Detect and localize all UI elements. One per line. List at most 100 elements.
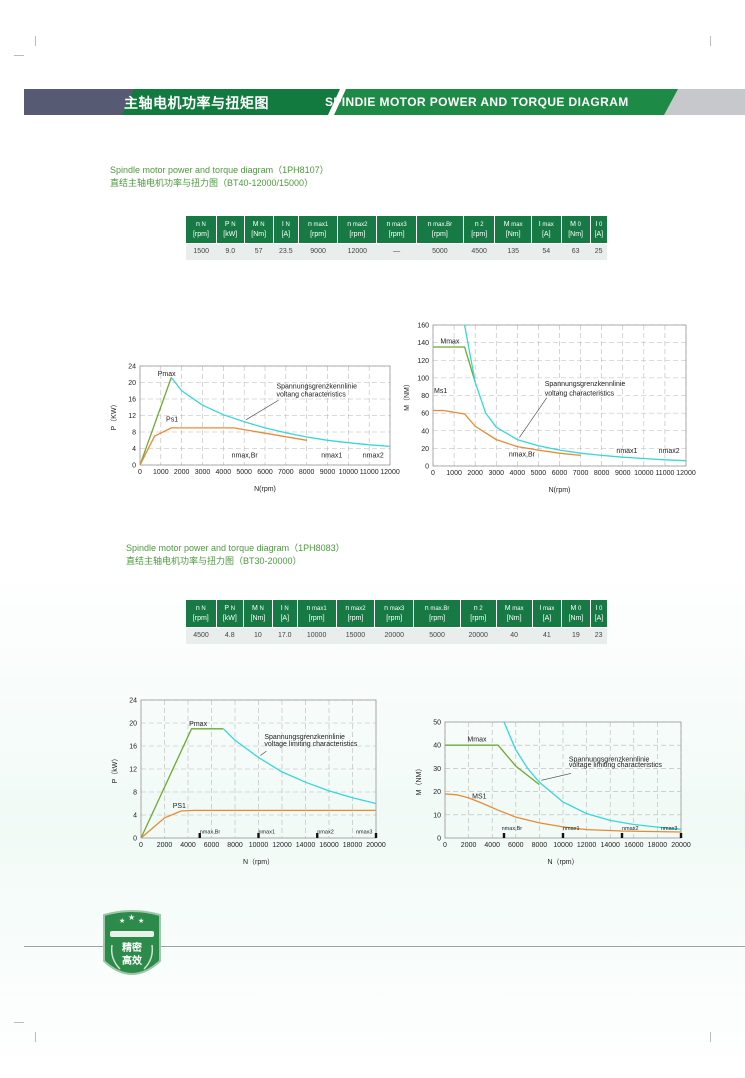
x-tick-label: 16000 xyxy=(624,842,644,849)
spec-header-unit: [kW] xyxy=(223,230,238,238)
spec-header-cell: n max.Br [rpm] xyxy=(413,600,461,627)
chart-annotation: nmax2 xyxy=(317,829,334,835)
series-line-voltage-limit xyxy=(463,325,686,462)
spec-header-unit: [A] xyxy=(281,230,291,238)
x-axis-label: N(rpm) xyxy=(254,486,276,493)
spec-header-symbol: n max2 xyxy=(338,220,376,230)
y-tick-label: 30 xyxy=(433,766,441,773)
x-tick-label: 8000 xyxy=(299,469,315,476)
chart-annotation: nmax2 xyxy=(659,448,680,455)
y-tick-label: 120 xyxy=(417,358,429,365)
series-line-mmax xyxy=(433,346,476,383)
spec-header-cell: M N [Nm] xyxy=(242,600,273,627)
chart-annotation: Pmax xyxy=(158,371,176,378)
crop-mark xyxy=(14,1022,24,1023)
symbol: M xyxy=(252,220,259,228)
spec-value-cell: — xyxy=(376,242,417,260)
banner-green-cn xyxy=(122,89,340,115)
footer-rule xyxy=(24,946,745,947)
spec-header-cell: n N [rpm] xyxy=(186,600,217,627)
spec-header-unit: [A] xyxy=(594,230,604,238)
subscript: N xyxy=(229,605,236,612)
chart-annotation: nmax,Br xyxy=(200,829,221,835)
spec-header-cell: M 0 [Nm] xyxy=(561,600,591,627)
spec-value-cell: 4.8 xyxy=(216,626,244,644)
spec-header-symbol: I 0 xyxy=(591,220,607,230)
crop-mark xyxy=(35,1032,36,1042)
banner-green-en xyxy=(334,89,679,115)
chart-annotation: Mmax xyxy=(467,737,487,744)
spec-value-cell: 54 xyxy=(531,242,562,260)
spec-header-unit: [Nm] xyxy=(251,230,267,238)
x-tick-label: 2000 xyxy=(157,842,173,849)
chart-annotation: nmax3 xyxy=(356,829,373,835)
chart-annotation: voltage limiting characteristics xyxy=(569,762,662,769)
x-tick-label: 2000 xyxy=(174,469,190,476)
spec-header-symbol: P N xyxy=(217,604,243,614)
precision-badge: ★ ★ ★ 精密 高效 xyxy=(103,910,161,975)
y-tick-label: 8 xyxy=(132,430,136,437)
spec-header-row: n N [rpm] P N [kW] M N [Nm] I N [A] n max1 [rpm] n… xyxy=(186,216,607,243)
y-axis-label: P（kW） xyxy=(111,755,119,784)
spec-header-cell: I 0 [A] xyxy=(589,216,607,243)
y-tick-label: 12 xyxy=(129,767,137,774)
nmax-marker xyxy=(316,833,319,838)
spec-header-cell: n N [rpm] xyxy=(186,216,217,243)
chart-annotation: Mmax xyxy=(440,339,460,346)
spec-header-symbol: n 2 xyxy=(461,604,496,614)
spec-value-cell: 25 xyxy=(590,242,607,260)
section1-caption-en: Spindle motor power and torque diagram（1… xyxy=(110,165,329,175)
spec-header-cell: n 2 [rpm] xyxy=(459,600,497,627)
series-line-pmax xyxy=(140,377,172,465)
section1-caption-cn: 直结主轴电机功率与扭力图（BT40-12000/15000） xyxy=(110,178,314,188)
spec-header-unit: [Nm] xyxy=(568,614,584,622)
section2-caption-en: Spindle motor power and torque diagram（1… xyxy=(126,543,345,553)
nmax-marker xyxy=(502,833,506,838)
chart-annotation: Pmax xyxy=(189,721,207,728)
crop-mark xyxy=(710,36,711,46)
crop-mark xyxy=(710,1032,711,1042)
subscript: max1 xyxy=(310,605,327,612)
subscript: max2 xyxy=(351,221,368,228)
badge-shield xyxy=(103,910,161,975)
nmax-marker xyxy=(198,833,201,838)
symbol: n xyxy=(473,604,478,612)
spec-header-cell: n max.Br [rpm] xyxy=(415,216,464,243)
spec-header-symbol: n N xyxy=(186,604,216,614)
x-tick-label: 12000 xyxy=(380,469,400,476)
header-title-en: SPINDIE MOTOR POWER AND TORQUE DIAGRAM xyxy=(325,95,629,109)
symbol: n xyxy=(195,220,200,228)
banner-grey-left xyxy=(24,89,134,115)
power-chart-2: 0 2000 4000 6000 8000 10000 12000 14000 16000 180… xyxy=(111,698,386,867)
spec-header-symbol: M N xyxy=(244,604,272,614)
spec-value-cell: 57 xyxy=(244,242,274,260)
spec-value-cell: 23.5 xyxy=(273,242,299,260)
spec-value-row: 4500 4.8 10 17.0 10000 15000 20000 5000 20000 40 4… xyxy=(186,626,607,644)
x-axis-label: N（rpm） xyxy=(547,858,578,866)
spec-header-symbol: n max3 xyxy=(377,220,415,230)
header-title-cn: 主轴电机功率与扭矩图 xyxy=(124,95,269,111)
x-tick-label: 4000 xyxy=(510,470,526,477)
torque-chart-1: 0 1000 2000 3000 4000 5000 6000 7000 8000 9000 100… xyxy=(403,323,696,495)
subscript: N xyxy=(283,221,290,228)
series-line-ps1 xyxy=(140,427,307,465)
chart-annotation: nmax,Br xyxy=(232,453,259,460)
crop-mark xyxy=(14,55,24,56)
chart-annotation: voltang characteristics xyxy=(545,391,615,398)
subscript: 2 xyxy=(477,605,483,612)
x-tick-label: 10000 xyxy=(339,469,359,476)
x-tick-label: 6000 xyxy=(257,469,273,476)
spec-header-unit: [rpm] xyxy=(471,230,488,238)
x-tick-label: 16000 xyxy=(319,842,339,849)
spec-header-unit: [rpm] xyxy=(431,230,448,238)
banner-grey-right xyxy=(664,89,745,115)
x-tick-label: 0 xyxy=(443,842,447,849)
symbol: n xyxy=(307,220,312,228)
symbol: I xyxy=(539,604,542,612)
symbol: n xyxy=(424,604,429,612)
spec-header-unit: [A] xyxy=(542,614,552,622)
y-tick-label: 0 xyxy=(425,464,429,471)
x-tick-label: 4000 xyxy=(216,469,232,476)
spec-value-cell: 1500 xyxy=(186,242,217,260)
spec-header-symbol: I 0 xyxy=(591,604,607,614)
